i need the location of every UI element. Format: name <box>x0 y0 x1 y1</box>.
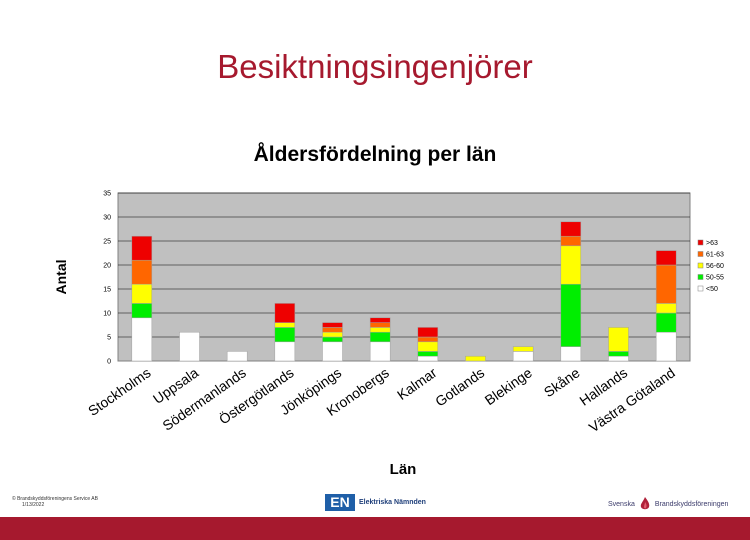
bar-segment <box>512 346 534 352</box>
x-tick-label: Gotlands <box>432 364 487 409</box>
legend-swatch <box>697 285 704 292</box>
y-tick-label: 25 <box>103 239 111 246</box>
bar-segment <box>369 341 391 362</box>
bar-segment <box>560 221 582 237</box>
bar-segment <box>274 341 296 362</box>
bar-segment <box>608 327 629 352</box>
bar-segment <box>131 317 153 362</box>
bar-segment <box>655 312 677 333</box>
bar-segment <box>560 283 582 347</box>
chart-title: Åldersfördelning per län <box>253 143 497 166</box>
bar-segment <box>322 341 343 362</box>
bar-segment <box>608 355 629 362</box>
sbf-logo-right: Brandskyddsföreningen <box>654 500 729 508</box>
y-tick-label: 35 <box>103 191 111 198</box>
footer-date: 1/13/2022 <box>22 502 45 508</box>
legend-label: 56-60 <box>706 263 724 270</box>
bar-segment <box>417 355 439 362</box>
y-tick-label: 10 <box>103 311 111 318</box>
bar-segment <box>655 331 677 362</box>
bar-segment <box>322 336 343 343</box>
bar-segment <box>417 351 439 357</box>
bar-segment <box>417 327 439 338</box>
legend-label: 50-55 <box>706 275 724 282</box>
legend-swatch <box>697 262 704 269</box>
x-tick-label: Stockholms <box>85 364 153 419</box>
bar-segment <box>274 322 296 328</box>
footer-credits: © Brandskyddsföreningens Service AB 1/13… <box>12 496 98 508</box>
y-tick-label: 5 <box>107 335 111 342</box>
bar-segment <box>655 250 677 266</box>
bar-segment <box>131 303 153 319</box>
en-logo-mark: EN <box>325 494 355 511</box>
legend-label: <50 <box>706 286 718 293</box>
x-tick-label: Södermanlands <box>159 364 249 433</box>
bar-segment <box>560 245 582 285</box>
slide-title: Besiktningsingenjörer <box>217 48 533 85</box>
bottom-bar <box>0 517 750 540</box>
bar-segment <box>179 331 200 362</box>
elektriska-namnden-logo: EN Elektriska Nämnden <box>325 494 426 511</box>
bar-segment <box>274 327 296 343</box>
bar-segment <box>417 336 439 343</box>
bar-segment <box>274 303 296 323</box>
bar-segment <box>369 317 391 323</box>
bar-segment <box>226 351 248 362</box>
x-tick-label: Blekinge <box>482 364 535 408</box>
y-tick-label: 0 <box>107 359 111 366</box>
bar-segment <box>131 259 153 285</box>
bar-segment <box>369 322 391 328</box>
bar-segment <box>560 346 582 362</box>
bar-segment <box>369 327 391 333</box>
bar-segment <box>322 322 343 328</box>
legend-swatch <box>697 274 704 280</box>
bar-segment <box>322 327 343 333</box>
plot-area <box>117 192 691 362</box>
sbf-logo-left: Svenska <box>608 500 635 508</box>
bar-segment <box>369 331 391 343</box>
legend-label: >63 <box>706 240 718 247</box>
legend-label: 61-63 <box>706 252 724 259</box>
brandskyddsforeningen-logo: Svenska Brandskyddsföreningen <box>608 496 728 512</box>
bar-segment <box>512 351 534 362</box>
en-logo-text: Elektriska Nämnden <box>359 499 426 506</box>
bar-segment <box>655 303 677 314</box>
x-axis-title: Län <box>390 461 417 478</box>
bar-segment <box>465 355 486 362</box>
y-axis-title: Antal <box>53 260 69 295</box>
bar-segment <box>560 235 582 247</box>
legend-swatch <box>697 239 704 246</box>
bar-segment <box>655 264 677 304</box>
footer-copyright: © Brandskyddsföreningens Service AB <box>12 496 98 502</box>
bar-segment <box>417 341 439 352</box>
bar-segment <box>131 283 153 304</box>
y-tick-label: 30 <box>103 215 111 222</box>
bar-segment <box>131 235 153 261</box>
y-tick-label: 15 <box>103 287 111 294</box>
y-tick-label: 20 <box>103 263 111 270</box>
x-tick-label: Västra Götaland <box>586 364 678 435</box>
bar-segment <box>322 331 343 338</box>
flame-icon <box>640 497 650 510</box>
bar-segment <box>608 351 629 357</box>
legend-swatch <box>697 251 704 257</box>
